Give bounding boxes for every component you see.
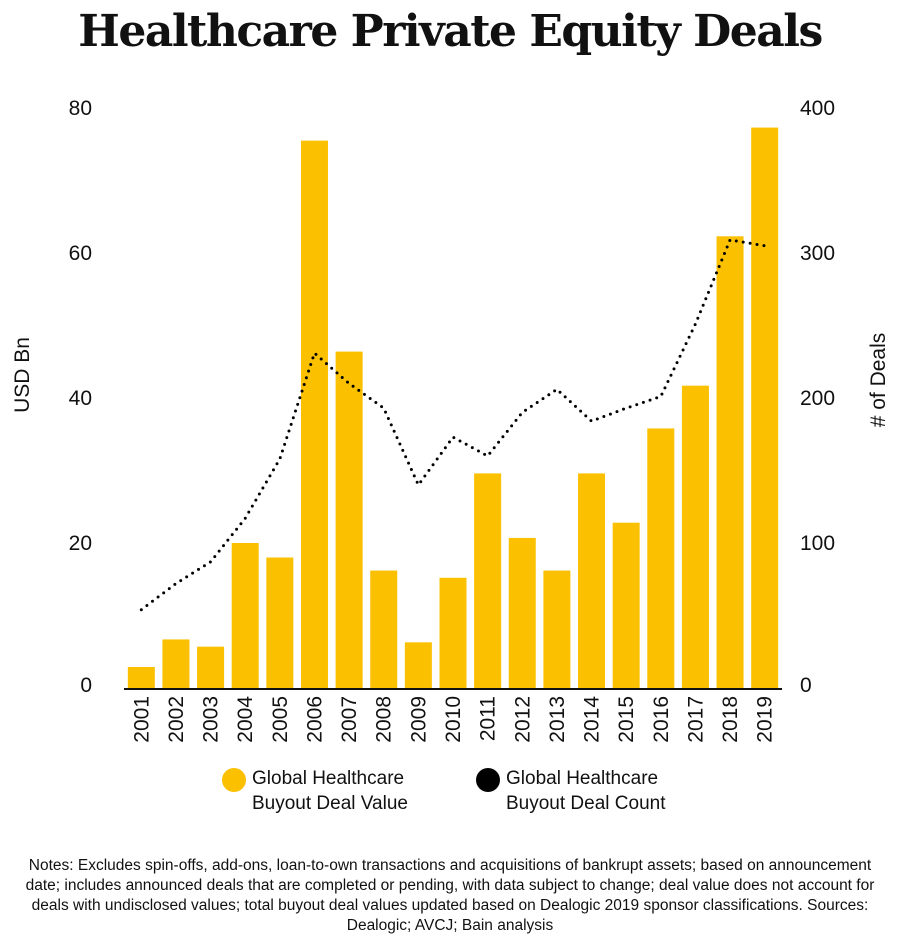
x-tick-label: 2006 xyxy=(303,696,326,743)
x-tick-label: 2010 xyxy=(442,696,465,743)
legend-label: Global Healthcare xyxy=(506,768,659,789)
bar-2012 xyxy=(508,537,536,688)
bar-2002 xyxy=(162,639,190,688)
bar-2015 xyxy=(612,522,640,688)
x-tick-label: 2002 xyxy=(165,696,188,743)
x-tick-label: 2012 xyxy=(511,696,534,743)
y-tick-label-left: 80 xyxy=(69,97,92,120)
x-tick-label: 2017 xyxy=(684,696,707,743)
bar-2017 xyxy=(681,385,709,688)
y-axis-label-right: # of Deals xyxy=(867,333,890,428)
bar-2008 xyxy=(370,570,398,688)
bar-2004 xyxy=(231,543,259,688)
bar-2001 xyxy=(127,666,155,688)
y-tick-label-left: 40 xyxy=(69,387,92,410)
x-tick-label: 2018 xyxy=(719,696,742,743)
bar-2016 xyxy=(647,428,675,688)
y-tick-label-right: 300 xyxy=(800,242,835,265)
y-tick-label-right: 100 xyxy=(800,532,835,555)
bar-2011 xyxy=(474,473,502,688)
y-tick-label-right: 400 xyxy=(800,97,835,120)
bar-2006 xyxy=(300,140,328,688)
x-tick-label: 2011 xyxy=(477,696,500,741)
x-tick-label: 2005 xyxy=(269,696,292,743)
y-tick-label-left: 20 xyxy=(69,532,92,555)
bar-2018 xyxy=(716,236,744,688)
x-tick-label: 2001 xyxy=(130,696,153,743)
x-tick-label: 2007 xyxy=(338,696,361,743)
notes: Notes: Excludes spin-offs, add-ons, loan… xyxy=(25,857,875,934)
x-tick-label: 2013 xyxy=(546,696,569,743)
legend-label: Buyout Deal Value xyxy=(252,793,408,814)
y-axis-label-left: USD Bn xyxy=(11,337,34,413)
bar-2003 xyxy=(197,646,225,688)
x-tick-label: 2003 xyxy=(200,696,223,743)
y-tick-label-right: 0 xyxy=(800,674,812,697)
x-tick-label: 2015 xyxy=(615,696,638,743)
y-tick-label-left: 0 xyxy=(80,674,92,697)
legend-swatch-black-circle-icon xyxy=(476,768,500,792)
bar-2010 xyxy=(439,577,467,688)
bar-2009 xyxy=(404,642,432,688)
x-tick-label: 2004 xyxy=(234,696,257,743)
x-tick-label: 2008 xyxy=(373,696,396,743)
bar-2014 xyxy=(578,473,606,688)
x-tick-label: 2014 xyxy=(581,696,604,743)
legend-label: Global Healthcare xyxy=(252,768,405,789)
legend-label: Buyout Deal Count xyxy=(506,793,666,814)
x-tick-label: 2009 xyxy=(407,696,430,743)
bar-2005 xyxy=(266,557,294,688)
y-tick-label-left: 60 xyxy=(69,242,92,265)
legend-item-deal-value: Global Healthcare Buyout Deal Value xyxy=(222,766,408,816)
chart-title: Healthcare Private Equity Deals xyxy=(78,6,823,57)
bar-2007 xyxy=(335,351,363,688)
bar-2013 xyxy=(543,570,571,688)
y-tick-label-right: 200 xyxy=(800,387,835,410)
legend-swatch-yellow-circle-icon xyxy=(222,768,246,792)
combo-chart: 2001 2002 2003 2004 2005 2006 2007 2008 2009 2010… xyxy=(11,97,890,743)
x-tick-label: 2019 xyxy=(754,696,777,743)
x-tick-label: 2016 xyxy=(650,696,673,743)
legend-item-deal-count: Global Healthcare Buyout Deal Count xyxy=(476,766,666,816)
bar-2019 xyxy=(751,127,779,688)
